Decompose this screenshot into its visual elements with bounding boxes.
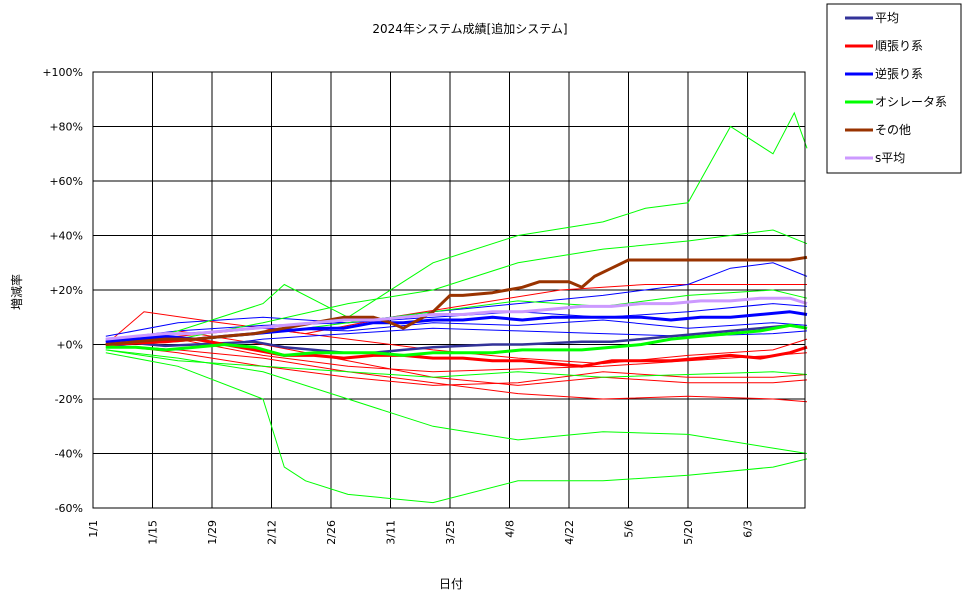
y-tick-label: +0% — [56, 339, 83, 352]
y-tick-label: +60% — [49, 175, 83, 188]
x-axis-label: 日付 — [439, 577, 463, 591]
y-tick-label: +100% — [42, 66, 83, 79]
series-line-5 — [105, 296, 808, 341]
series-line-4 — [105, 255, 808, 346]
y-tick-label: -20% — [55, 393, 83, 406]
thin-series-line-5 — [105, 344, 808, 386]
series-group — [105, 255, 808, 368]
y-tick-label: -40% — [55, 448, 83, 461]
x-tick-label: 3/25 — [444, 520, 457, 545]
x-tick-label: 2/12 — [266, 520, 279, 545]
thin-series-line-6 — [105, 262, 808, 337]
x-tick-label: 5/20 — [682, 520, 695, 545]
x-tick-label: 3/11 — [385, 520, 398, 545]
thin-series-line-14 — [105, 349, 808, 378]
y-tick-label: -60% — [55, 502, 83, 515]
x-tick-label: 6/3 — [742, 520, 755, 538]
thin-series-line-11 — [105, 352, 808, 504]
legend-label: 平均 — [875, 11, 899, 25]
legend-box — [826, 3, 962, 174]
series-line-3 — [105, 323, 808, 357]
x-tick-label: 1/15 — [147, 520, 160, 545]
legend-label: s平均 — [875, 151, 905, 165]
legend-label: 順張り系 — [875, 39, 923, 53]
thin-series-line-10 — [105, 111, 808, 348]
y-tick-label: +80% — [49, 121, 83, 134]
x-tick-label: 5/6 — [623, 520, 636, 538]
legend-label: 逆張り系 — [875, 66, 923, 81]
chart-title: 2024年システム成績[追加システム] — [372, 21, 567, 36]
x-tick-label: 1/29 — [206, 520, 219, 545]
x-tick-label: 1/1 — [87, 520, 100, 538]
thin-series-line-2 — [105, 344, 808, 403]
y-axis-label: 増減率 — [9, 274, 24, 310]
x-tick-label: 4/22 — [563, 520, 576, 545]
thin-series-line-12 — [105, 349, 808, 454]
legend-label: オシレータ系 — [875, 95, 947, 109]
y-tick-label: +40% — [49, 230, 83, 243]
x-tick-label: 4/8 — [504, 520, 517, 538]
x-tick-label: 2/26 — [325, 520, 338, 545]
thin-series-line-0 — [105, 338, 808, 373]
y-tick-label: +20% — [49, 284, 83, 297]
y-tick-labels: +100% +80% +60% +40% +20% +0% -20% -40% -60% — [42, 66, 83, 515]
plot-border — [92, 71, 806, 509]
x-tick-labels: 1/1 1/15 1/29 2/12 2/26 3/11 3/25 4/8 4/22 5/6 5/2… — [87, 520, 755, 545]
legend-label: その他 — [875, 123, 911, 137]
